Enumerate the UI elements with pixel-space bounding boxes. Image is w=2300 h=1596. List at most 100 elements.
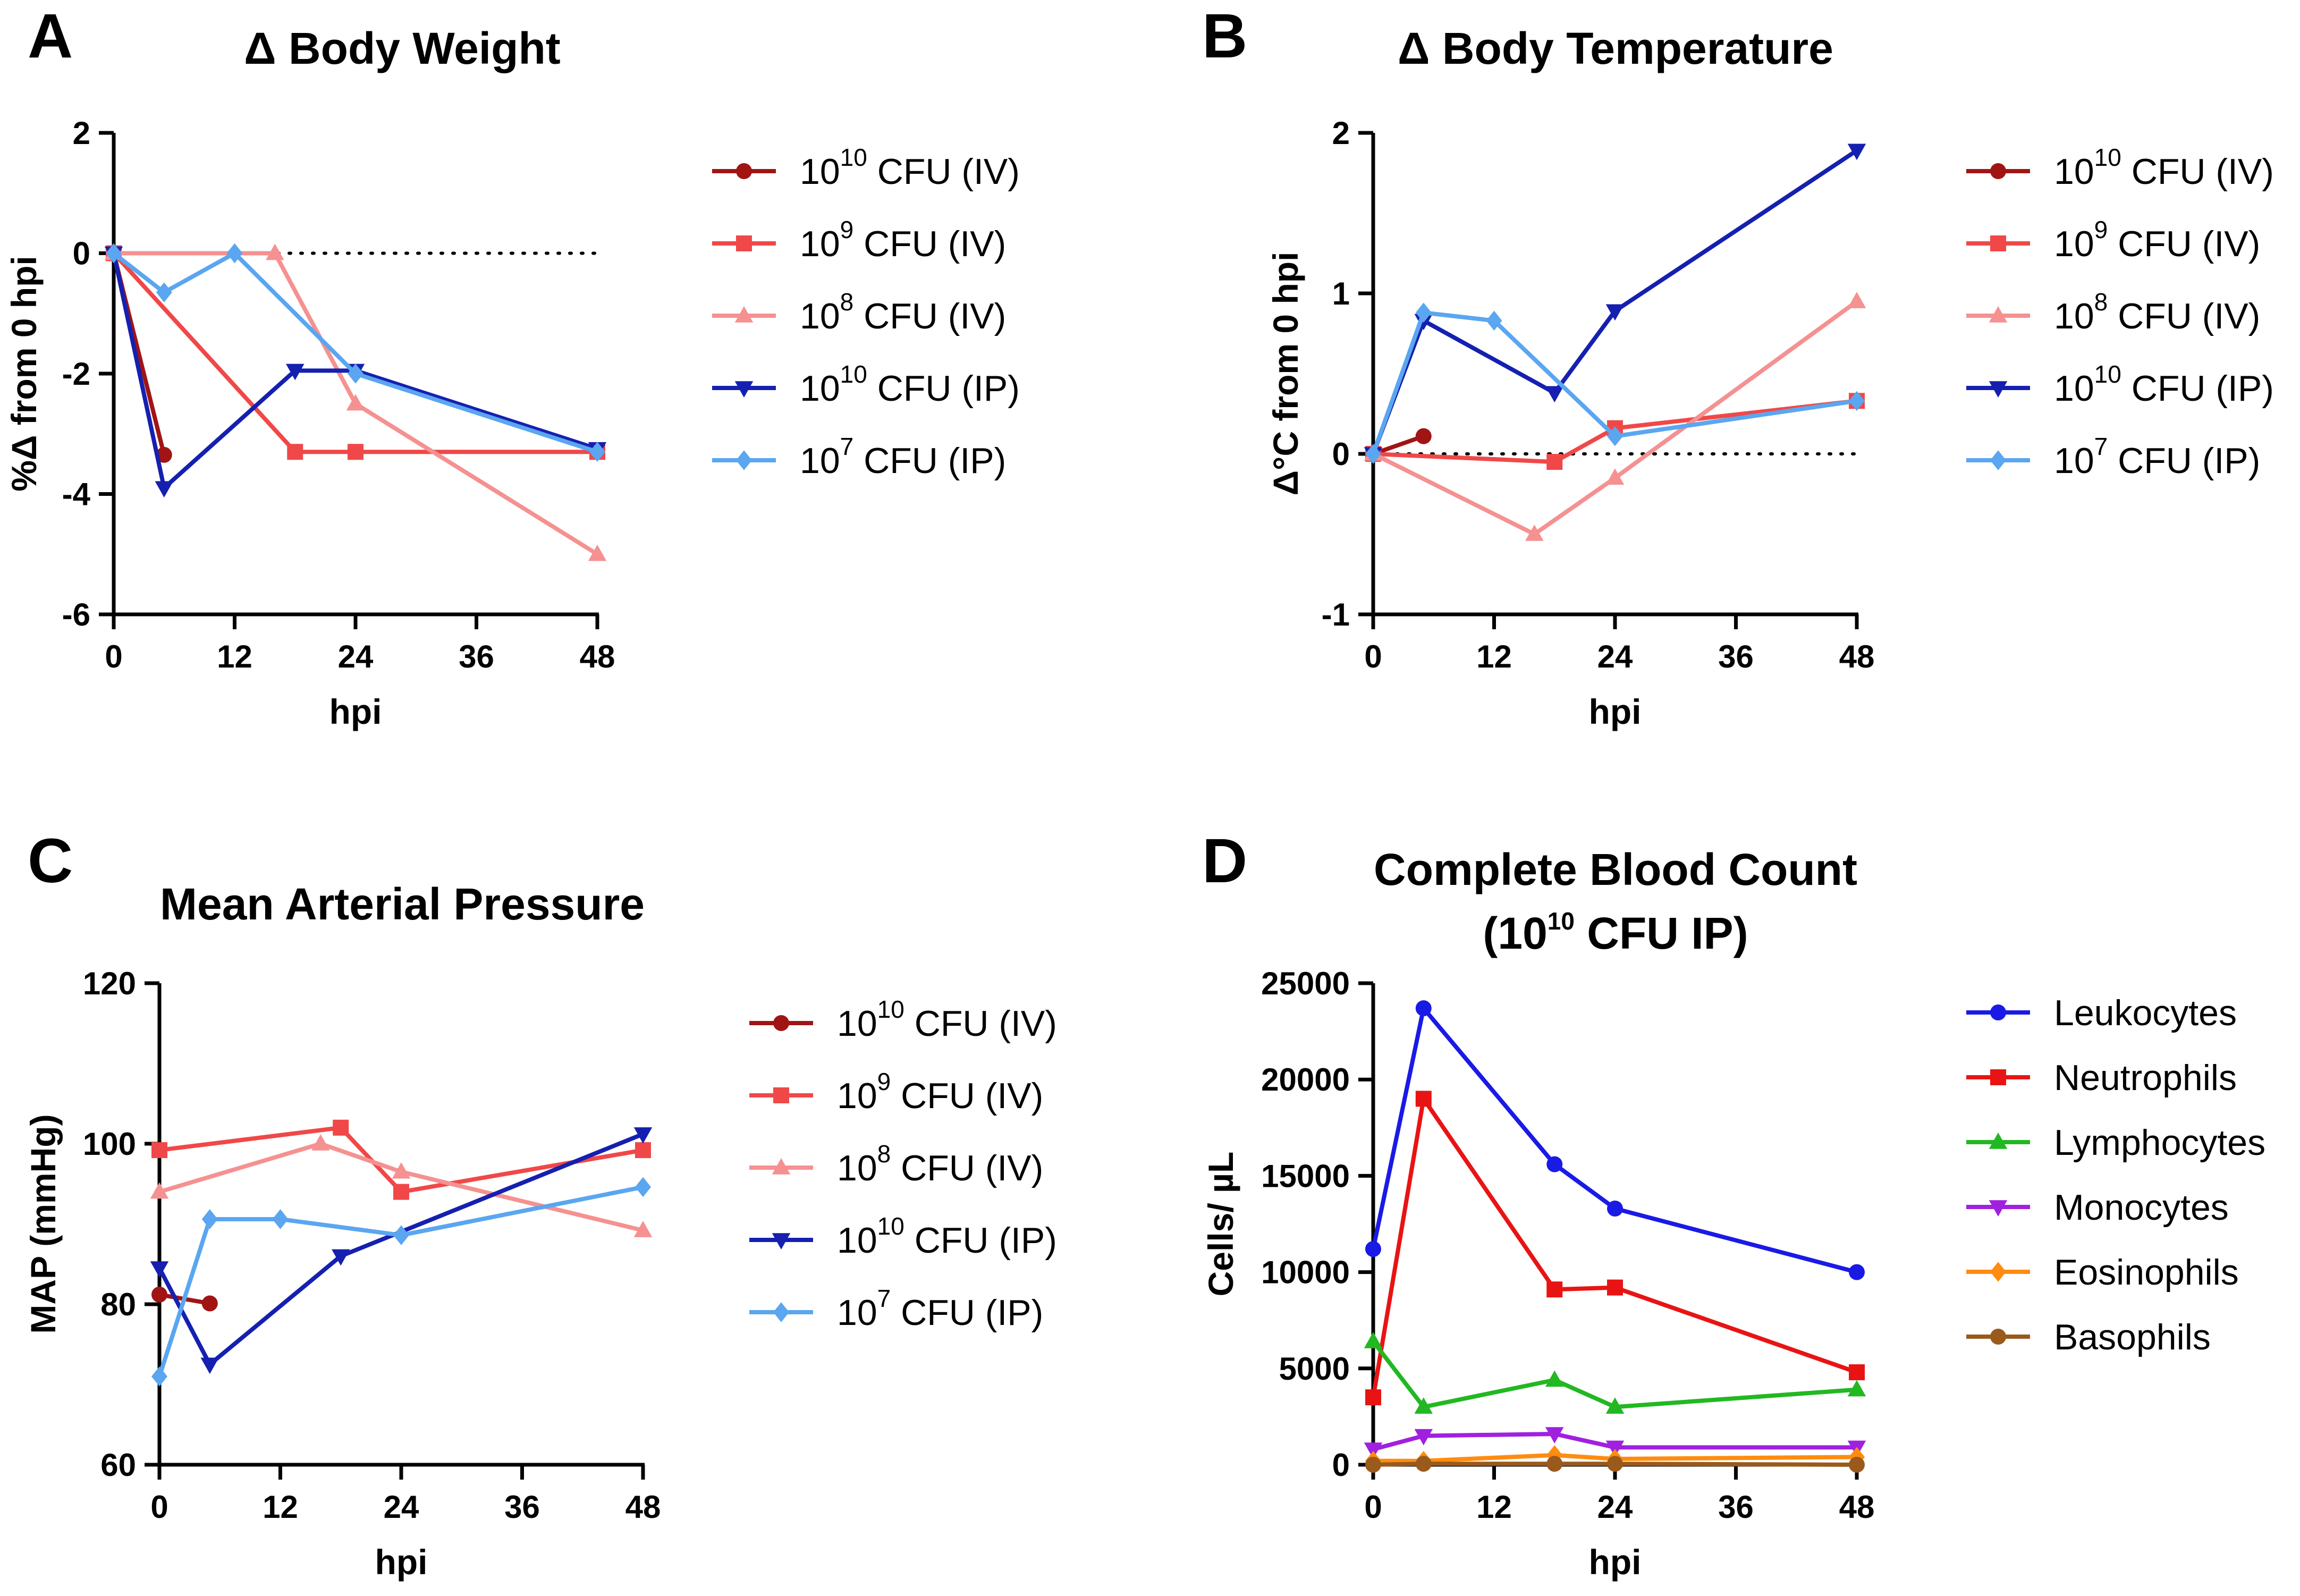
legend-item: 1010 CFU (IV): [712, 143, 1020, 192]
data-point: [1605, 1440, 1625, 1457]
y-tick-label: -1: [1322, 597, 1350, 632]
y-tick-label: 15000: [1261, 1158, 1350, 1194]
data-point: [1415, 428, 1432, 444]
data-point: [272, 1209, 289, 1229]
x-axis-label: hpi: [1589, 692, 1642, 731]
x-tick-label: 12: [1476, 639, 1512, 674]
legend-base: 10: [2054, 368, 2094, 409]
data-point: [1607, 1201, 1623, 1217]
data-point: [1546, 1456, 1563, 1472]
y-tick-label: 2: [1332, 115, 1350, 151]
legend-item: Leukocytes: [1966, 993, 2237, 1033]
legend-suffix: CFU (IP): [867, 368, 1020, 409]
data-point: [1849, 391, 1865, 411]
legend-marker: [1989, 381, 2008, 398]
data-point: [200, 1357, 219, 1374]
data-point: [1847, 143, 1866, 161]
legend-item: 107 CFU (IP): [749, 1285, 1043, 1333]
x-tick-label: 36: [1718, 639, 1754, 674]
legend-label: 1010 CFU (IV): [800, 143, 1020, 192]
series-4: [1365, 302, 1865, 464]
data-point: [1607, 1279, 1623, 1296]
legend-suffix: CFU (IV): [853, 296, 1006, 336]
legend-suffix: CFU (IP): [904, 1220, 1057, 1261]
data-point: [287, 444, 303, 460]
legend-exponent: 9: [840, 216, 854, 243]
data-point: [1486, 310, 1502, 331]
legend-base: 10: [837, 1220, 877, 1261]
panel-letter: A: [28, 1, 73, 71]
subtitle-open: (: [1483, 908, 1498, 958]
legend-base: 10: [2054, 296, 2094, 336]
data-point: [226, 243, 243, 264]
legend-label: Neutrophils: [2054, 1058, 2237, 1098]
data-point: [1605, 304, 1625, 321]
legend-base: 10: [837, 1076, 877, 1116]
legend-suffix: CFU (IV): [867, 151, 1020, 192]
legend-item: 1010 CFU (IP): [1966, 360, 2274, 409]
legend-label: 107 CFU (IP): [800, 433, 1006, 481]
legend-suffix: CFU (IP): [853, 441, 1006, 481]
legend-exponent: 7: [877, 1285, 891, 1312]
data-point: [151, 1366, 167, 1387]
panel-d: D Complete Blood Count (1010 CFU IP) 0 5000 1…: [1201, 826, 2265, 1582]
legend-item: 1010 CFU (IV): [749, 995, 1057, 1044]
legend-item: 1010 CFU (IV): [1966, 143, 2274, 192]
legend-exponent: 8: [2094, 288, 2108, 316]
data-point: [333, 1119, 349, 1136]
legend-label: 1010 CFU (IP): [800, 360, 1020, 409]
legend-marker: [734, 381, 754, 398]
legend-marker: [1990, 1329, 2006, 1345]
legend-marker: [1990, 1004, 2006, 1020]
x-tick-label: 12: [1476, 1489, 1512, 1525]
legend-label: 109 CFU (IV): [2054, 216, 2260, 264]
series-line: [1371, 1006, 1858, 1274]
legend-item: Eosinophils: [1966, 1252, 2239, 1293]
series-line: [1371, 1096, 1858, 1398]
x-tick-label: 36: [459, 639, 494, 674]
data-point: [1605, 1397, 1625, 1414]
legend-exponent: 10: [2094, 143, 2121, 171]
data-point: [1545, 1427, 1564, 1444]
data-point: [1414, 1397, 1433, 1414]
y-axis-label: MAP (mmHg): [23, 1114, 63, 1333]
legend-marker: [1990, 1069, 2006, 1085]
legend-base: 10: [800, 368, 840, 409]
legend-suffix: CFU (IV): [2108, 296, 2260, 336]
x-tick-label: 48: [1839, 1489, 1875, 1525]
data-point: [1607, 1456, 1623, 1472]
legend-exponent: 10: [877, 1212, 904, 1240]
data-point: [1365, 1241, 1381, 1257]
legend-item: 108 CFU (IV): [749, 1140, 1043, 1188]
legend-exponent: 9: [877, 1068, 891, 1095]
data-point: [201, 1295, 218, 1312]
legend-item: 108 CFU (IV): [1966, 288, 2260, 336]
data-point: [589, 442, 605, 462]
legend-label: 107 CFU (IP): [837, 1285, 1043, 1333]
data-point: [346, 394, 365, 411]
series-2: [150, 1134, 653, 1237]
series-4: [106, 243, 605, 462]
legend-item: Monocytes: [1966, 1187, 2229, 1228]
x-tick-label: 24: [338, 639, 374, 674]
x-tick-label: 48: [1839, 639, 1875, 674]
legend-label: Eosinophils: [2054, 1252, 2239, 1293]
y-tick-label: 10000: [1261, 1255, 1350, 1290]
y-axis-label: Δ°C from 0 hpi: [1266, 252, 1305, 496]
legend-suffix: CFU (IP): [2108, 441, 2260, 481]
series-0: [1365, 1000, 1865, 1280]
legend-marker: [736, 235, 752, 251]
legend-marker: [1989, 1200, 2008, 1217]
data-point: [1847, 1380, 1866, 1397]
data-point: [151, 1286, 167, 1303]
legend-base: 10: [800, 151, 840, 192]
legend-base: 10: [837, 1293, 877, 1333]
data-point: [1365, 1457, 1381, 1473]
data-point: [156, 446, 172, 463]
x-tick-label: 0: [1364, 639, 1382, 674]
legend-item: 107 CFU (IP): [1966, 433, 2260, 481]
legend-suffix: CFU (IV): [891, 1148, 1043, 1188]
legend-label: 108 CFU (IV): [837, 1140, 1043, 1188]
legend-marker: [736, 163, 752, 179]
